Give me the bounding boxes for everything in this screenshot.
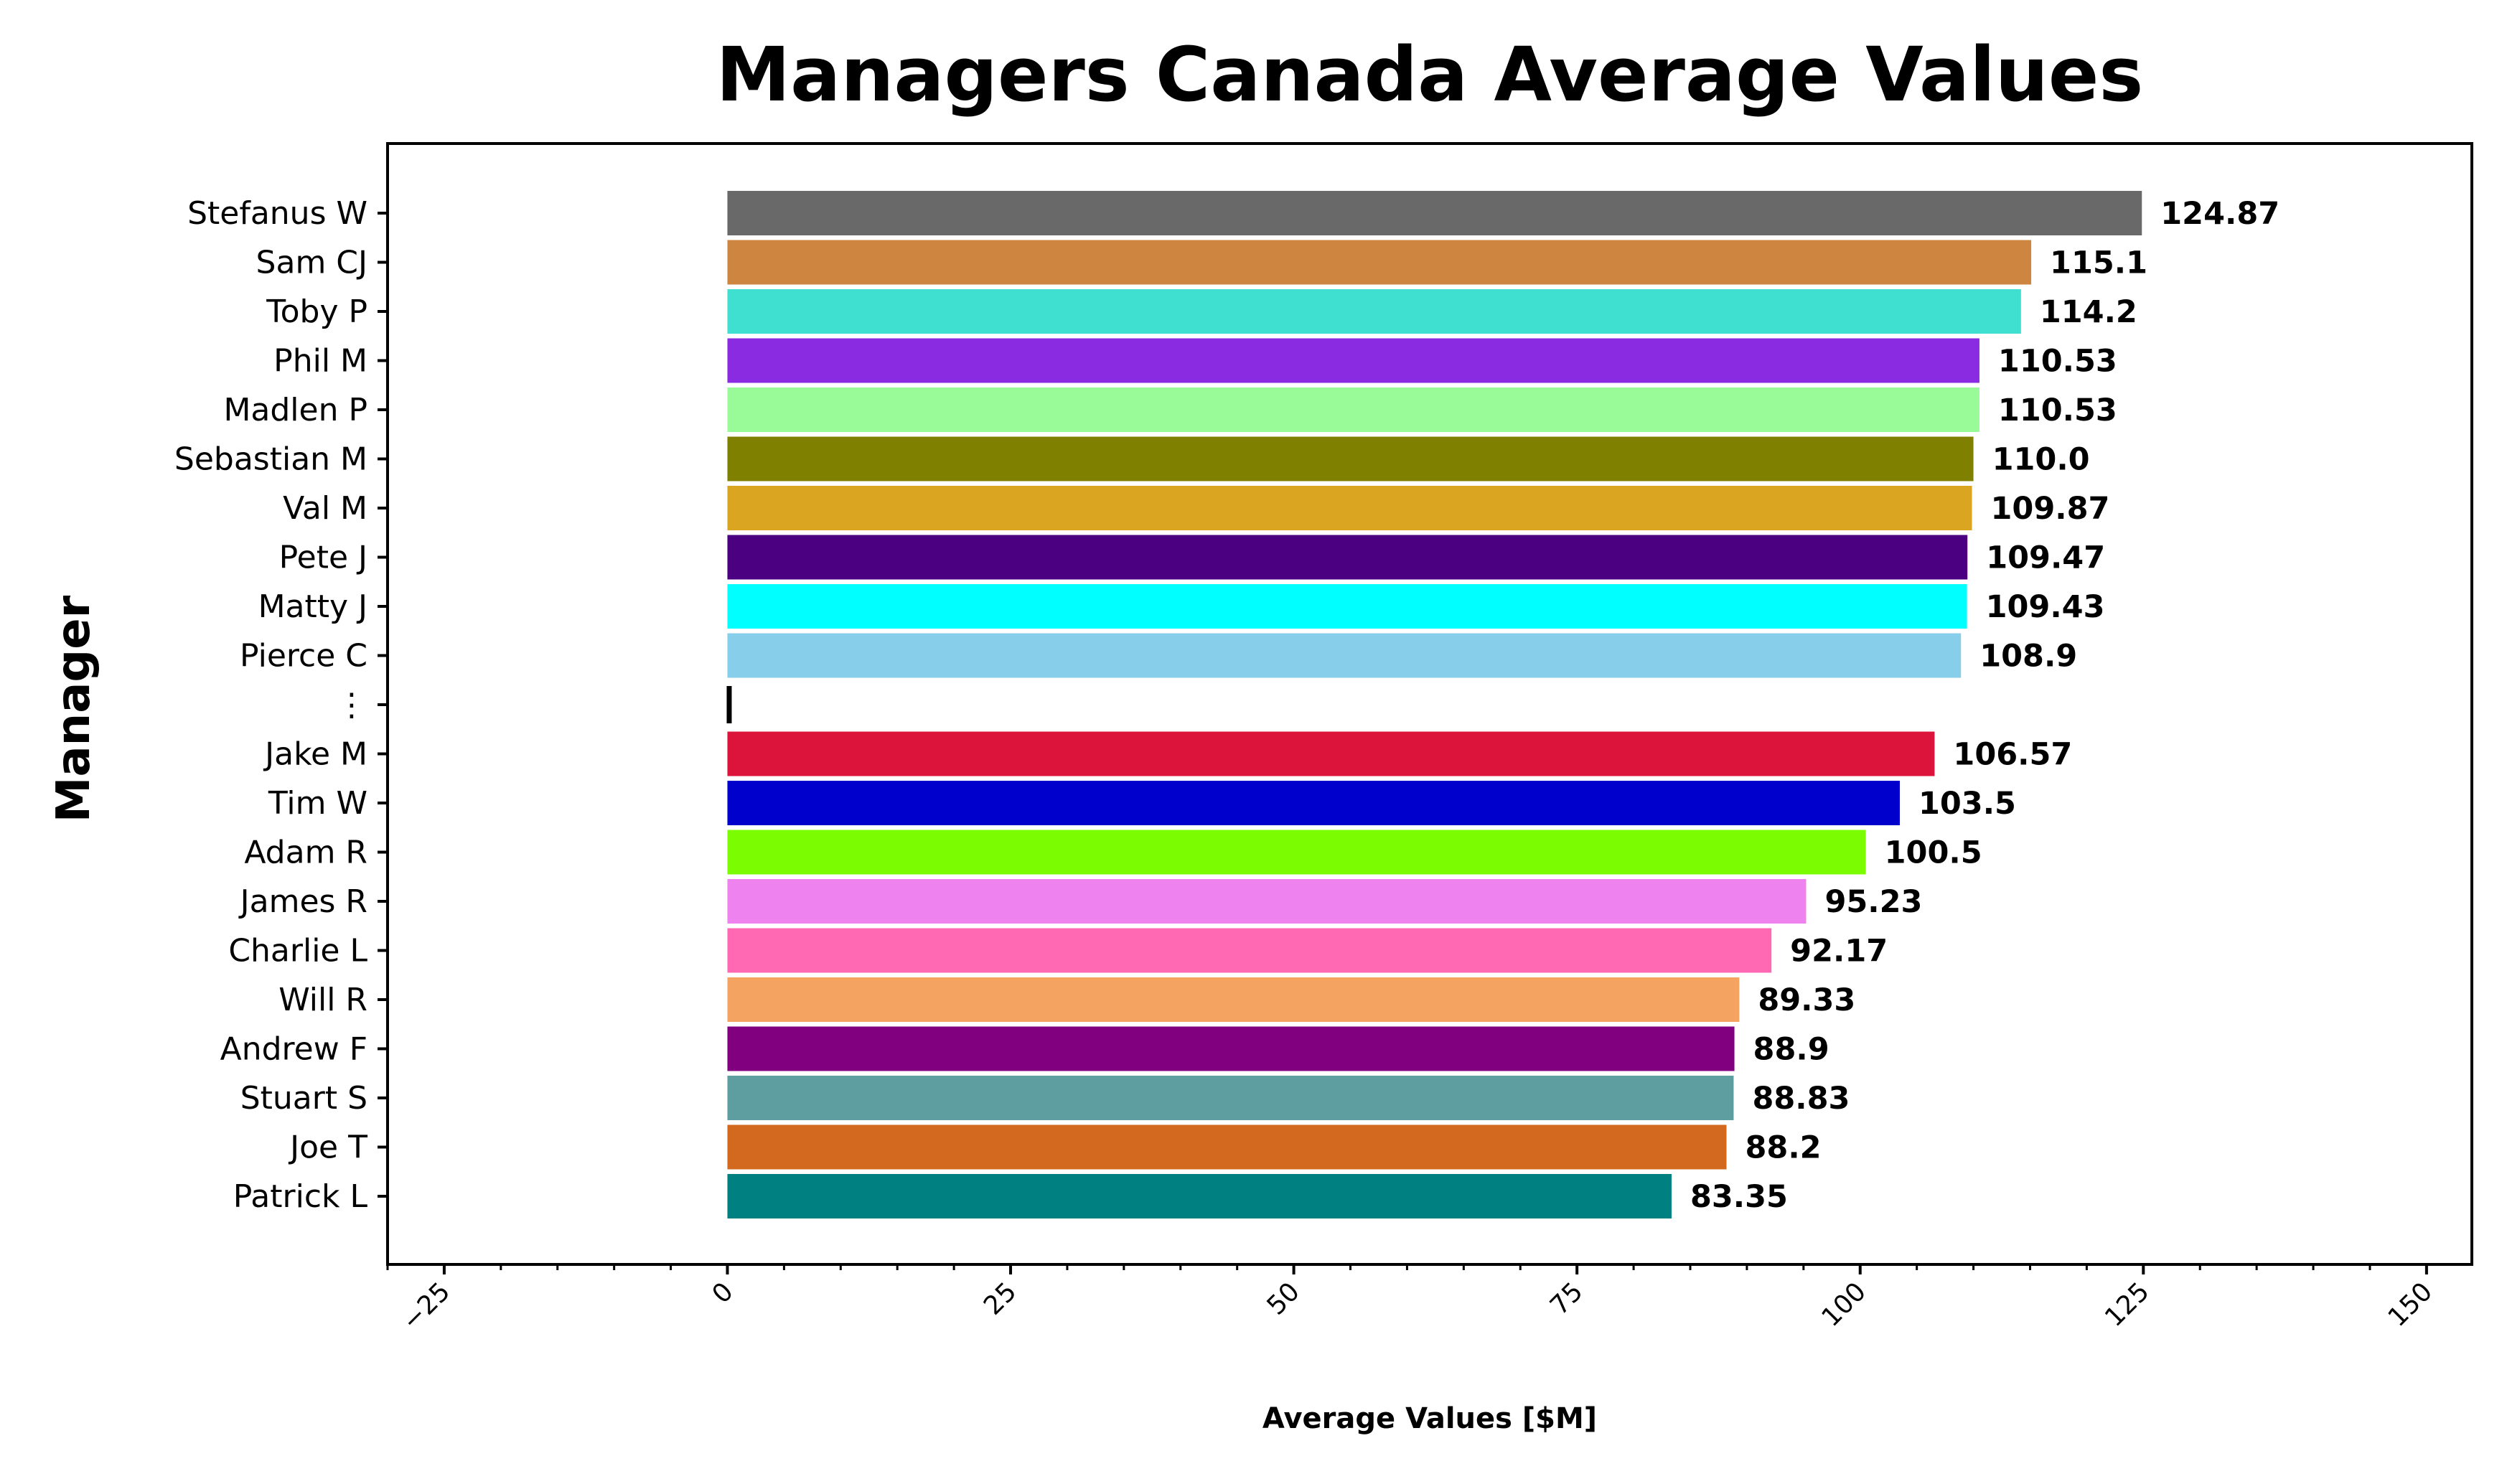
bar — [727, 388, 1979, 432]
bar — [727, 830, 1866, 875]
data-label: 109.43 — [1986, 589, 2105, 625]
x-axis-title: Average Values [$M] — [1262, 1402, 1597, 1435]
data-label: 110.53 — [1998, 393, 2117, 428]
y-tick-label: Pierce C — [240, 638, 367, 675]
x-tick-label: 75 — [1545, 1277, 1588, 1320]
data-label: 103.5 — [1918, 786, 2016, 822]
data-label: 110.0 — [1992, 442, 2090, 478]
data-label: 88.2 — [1746, 1130, 1822, 1166]
y-tick-label: ⋮ — [336, 687, 367, 723]
y-tick-label: Matty J — [258, 588, 367, 625]
bar — [727, 633, 1962, 678]
bar — [727, 781, 1900, 825]
x-tick-label: 150 — [2383, 1277, 2439, 1333]
bar — [727, 436, 1974, 482]
bar — [727, 486, 1972, 530]
data-label: 92.17 — [1790, 934, 1888, 969]
y-tick-label: Val M — [283, 490, 367, 527]
bar — [727, 289, 2021, 334]
bar — [727, 977, 1740, 1022]
bar — [727, 928, 1772, 973]
y-tick-label: Patrick L — [233, 1178, 368, 1215]
data-label: 83.35 — [1690, 1179, 1788, 1215]
y-tick-label: Jake M — [263, 736, 367, 773]
data-label: 100.5 — [1885, 835, 1982, 871]
x-tick-label: 50 — [1262, 1277, 1306, 1320]
bar — [727, 1174, 1672, 1218]
bar — [727, 731, 1935, 776]
y-tick-label: Tim W — [268, 785, 367, 822]
data-label: 108.9 — [1979, 639, 2077, 675]
x-tick-label: 0 — [707, 1277, 739, 1309]
data-label: 124.87 — [2160, 196, 2280, 232]
data-label: 106.57 — [1953, 737, 2072, 773]
data-label: 109.87 — [1991, 491, 2110, 527]
data-label: 110.53 — [1998, 344, 2117, 380]
y-axis-title: Manager — [47, 595, 100, 822]
data-label: 88.9 — [1753, 1032, 1829, 1068]
y-tick-label: Adam R — [244, 835, 367, 871]
bar — [727, 535, 1968, 580]
y-ticks: Stefanus W Sam CJ Toby P Phil M Madlen P Seba… — [174, 195, 388, 1215]
bar — [727, 584, 1967, 629]
bar — [727, 1026, 1735, 1071]
data-label: 89.33 — [1758, 982, 1855, 1018]
y-tick-label: Madlen P — [223, 392, 367, 428]
y-tick-label: Phil M — [273, 343, 367, 380]
bar — [727, 191, 2142, 235]
chart-title: Managers Canada Average Values — [716, 31, 2144, 118]
y-tick-label: James R — [238, 883, 367, 920]
y-tick-label: Stuart S — [240, 1080, 367, 1117]
plot-frame — [386, 142, 2473, 1266]
x-tick-label: 125 — [2099, 1277, 2155, 1333]
data-label: 95.23 — [1824, 884, 1922, 920]
y-tick-label: Pete J — [279, 540, 367, 576]
bar-marker — [726, 686, 732, 723]
x-tick-label: 100 — [1817, 1277, 1873, 1333]
data-label: 88.83 — [1752, 1081, 1850, 1117]
bars-layer: 124.87 115.1 114.2 110.53 110.53 110.0 109.87 1… — [726, 191, 2280, 1218]
x-ticks: −25 0 25 50 75 100 125 150 — [386, 1264, 2439, 1336]
bar — [727, 879, 1807, 924]
data-label: 109.47 — [1986, 540, 2105, 576]
x-tick-label: −25 — [397, 1277, 456, 1336]
y-tick-label: Joe T — [288, 1130, 367, 1166]
y-tick-label: Stefanus W — [187, 195, 367, 232]
y-tick-label: Will R — [278, 982, 367, 1018]
y-tick-label: Andrew F — [220, 1031, 367, 1068]
x-tick-label: 25 — [978, 1277, 1022, 1320]
data-label: 114.2 — [2040, 294, 2137, 330]
y-tick-label: Sam CJ — [256, 245, 367, 281]
y-tick-label: Sebastian M — [174, 441, 367, 478]
bar — [727, 240, 2032, 285]
data-label: 115.1 — [2050, 245, 2147, 281]
y-tick-label: Toby P — [266, 293, 367, 330]
y-tick-label: Charlie L — [228, 933, 367, 969]
bar — [727, 1124, 1727, 1170]
bar — [727, 1076, 1734, 1120]
bar — [727, 338, 1979, 383]
